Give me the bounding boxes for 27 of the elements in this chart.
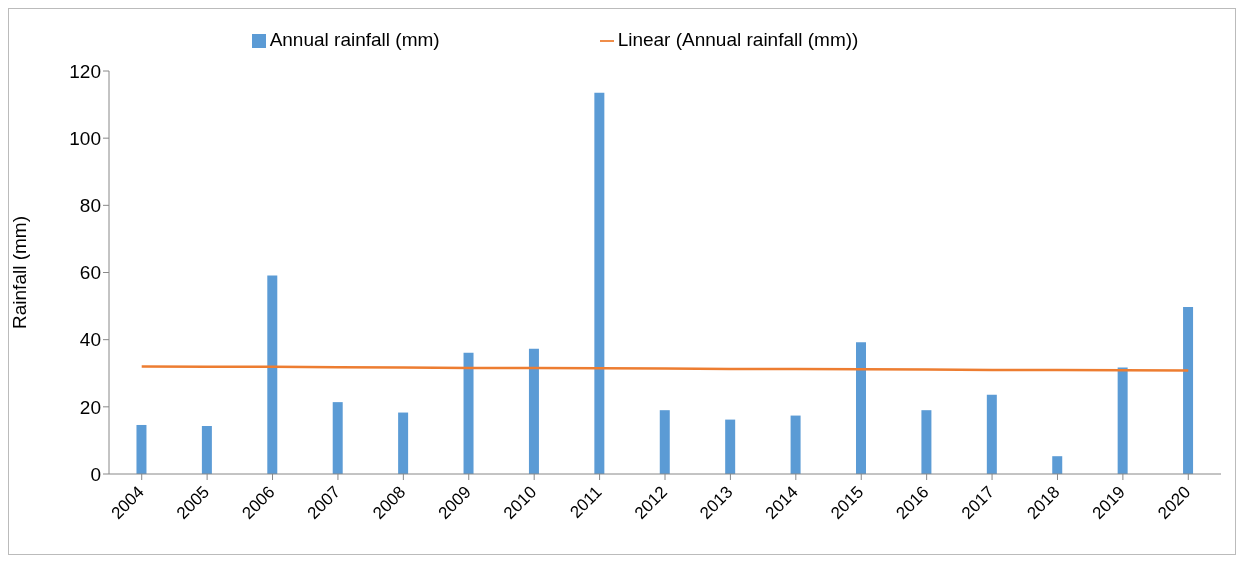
bar: [201, 425, 212, 474]
bar: [332, 402, 343, 474]
y-axis-title: Rainfall (mm): [8, 216, 30, 329]
y-tick-label: 80: [79, 195, 101, 217]
bar: [398, 412, 409, 474]
bar: [725, 419, 736, 474]
bar: [1117, 367, 1128, 474]
bar: [136, 424, 147, 474]
bar: [1052, 456, 1063, 474]
bar: [856, 342, 866, 474]
y-tick-label: 120: [69, 60, 101, 82]
y-tick-label: 20: [79, 396, 101, 418]
bar: [921, 410, 932, 474]
bar: [1183, 307, 1194, 474]
y-tick-label: 60: [79, 262, 101, 284]
y-tick-label: 40: [79, 329, 101, 351]
bar: [463, 352, 474, 474]
bar: [790, 415, 801, 474]
bar: [986, 394, 997, 474]
bar: [528, 348, 539, 474]
bar: [267, 275, 278, 474]
bar: [594, 92, 605, 474]
y-tick-label: 100: [69, 127, 101, 149]
bar: [659, 410, 670, 474]
legend-label: Annual rainfall (mm): [269, 29, 440, 50]
y-tick-label: 0: [90, 463, 101, 485]
legend-label: Linear (Annual rainfall (mm)): [617, 29, 859, 50]
